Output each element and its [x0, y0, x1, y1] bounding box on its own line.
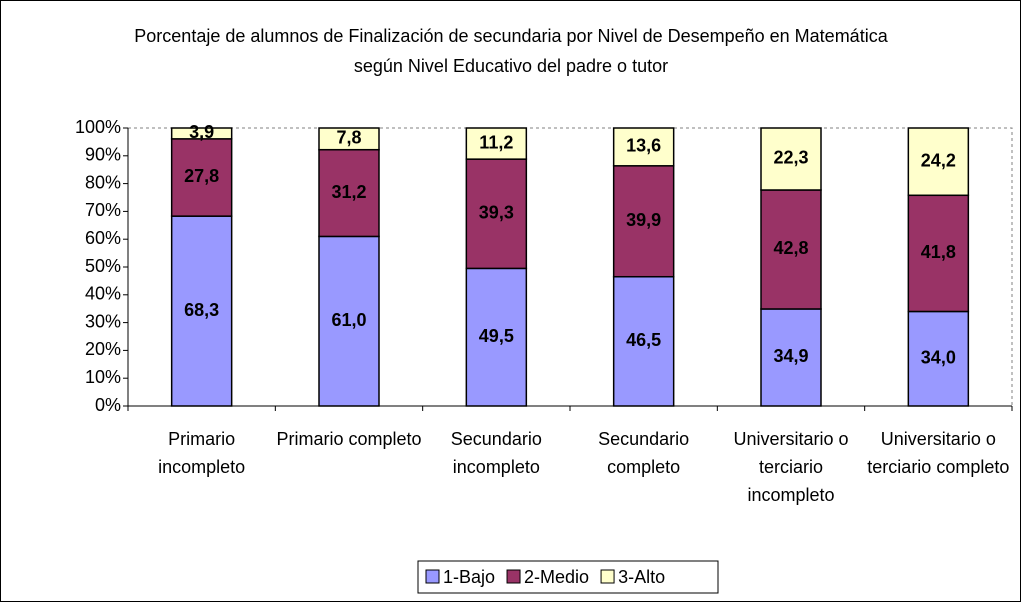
value-label: 49,5: [479, 326, 514, 346]
value-label: 11,2: [479, 132, 513, 152]
value-label: 68,3: [184, 300, 219, 320]
bar-segment: [907, 310, 970, 407]
y-tick-label: 50%: [85, 256, 121, 276]
value-label: 42,8: [773, 238, 808, 258]
bar-segment: [465, 127, 528, 160]
bar-segment: [612, 165, 675, 278]
bar-segment: [612, 127, 675, 167]
bar-segment: [907, 127, 970, 197]
x-tick-label: Universitario o terciario completo: [867, 429, 1010, 477]
value-label: 24,2: [921, 150, 956, 170]
bar-segment: [907, 194, 970, 313]
y-tick-label: 30%: [85, 311, 121, 331]
legend-label: 2-Medio: [524, 567, 589, 587]
bar-segment: [170, 138, 233, 217]
bar-segment: [318, 127, 380, 151]
y-tick-label: 60%: [85, 228, 121, 248]
value-label: 46,5: [626, 330, 661, 350]
chart-title: Porcentaje de alumnos de Finalización de…: [134, 26, 888, 76]
x-tick-label: Secundario completo: [598, 429, 690, 477]
value-label: 41,8: [921, 242, 956, 262]
value-label: 3,9: [189, 122, 214, 142]
bar-segment: [760, 127, 822, 191]
legend-label: 1-Bajo: [443, 567, 495, 587]
bar-segment: [170, 127, 233, 140]
value-label: 34,0: [921, 347, 956, 367]
bar-segment: [760, 308, 822, 407]
value-label: 34,9: [773, 346, 808, 366]
y-tick-label: 80%: [85, 172, 121, 192]
plot-frame: [127, 127, 1013, 407]
y-tick-label: 20%: [85, 339, 121, 359]
value-label: 7,8: [336, 128, 361, 148]
legend-box: [417, 560, 719, 594]
x-tick-label: Secundario incompleto: [450, 429, 542, 477]
y-tick-label: 90%: [85, 145, 121, 165]
legend-swatch: [425, 569, 440, 584]
y-tick-label: 40%: [85, 284, 121, 304]
bar-segment: [318, 235, 380, 407]
value-label: 22,3: [773, 148, 808, 168]
value-label: 13,6: [626, 136, 661, 156]
legend-swatch: [600, 569, 615, 584]
bar-segment: [760, 189, 822, 310]
y-tick-label: 10%: [85, 367, 121, 387]
value-label: 61,0: [331, 310, 366, 330]
value-label: 27,8: [184, 166, 219, 186]
legend-swatch: [506, 569, 521, 584]
y-tick-label: 100%: [75, 117, 121, 137]
value-label: 31,2: [331, 182, 366, 202]
legend-label: 3-Alto: [618, 567, 665, 587]
y-tick-label: 0%: [95, 395, 121, 415]
value-label: 39,3: [479, 203, 514, 223]
bar-segment: [170, 215, 233, 407]
bar-segment: [465, 158, 528, 270]
x-tick-label: Primario incompleto: [158, 429, 246, 477]
value-label: 39,9: [626, 210, 661, 230]
x-tick-label: Universitario o terciario incompleto: [733, 429, 849, 505]
bar-segment: [318, 148, 380, 238]
bar-segment: [612, 275, 675, 407]
y-tick-label: 70%: [85, 200, 121, 220]
x-tick-label: Primario completo: [276, 429, 422, 449]
